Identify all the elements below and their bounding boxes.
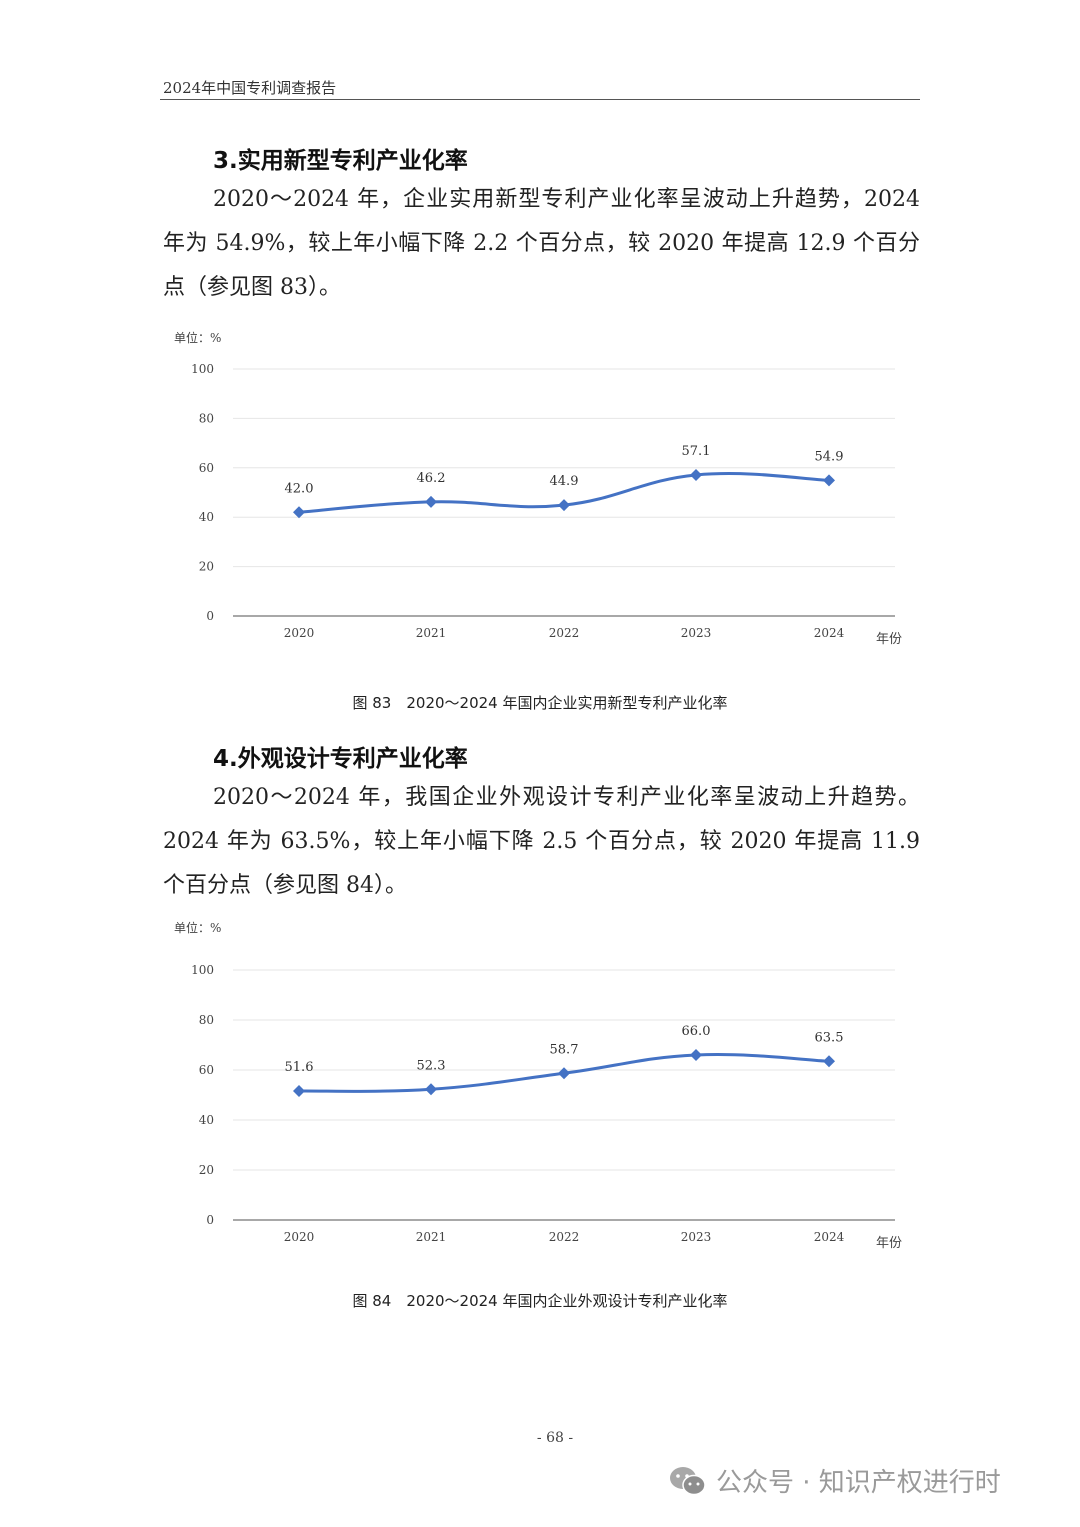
running-header: 2024年中国专利调查报告 xyxy=(163,79,337,97)
chart-83-diamond-marker xyxy=(558,499,570,512)
chart-84-unit-label: 单位：% xyxy=(174,921,222,935)
chart-84-diamond-marker xyxy=(558,1067,570,1080)
chart-84-data-label: 52.3 xyxy=(417,1058,446,1073)
figure-84-caption: 图 84 2020～2024 年国内企业外观设计专利产业化率 xyxy=(352,1292,728,1310)
watermark: 公众号 · 知识产权进行时 xyxy=(668,1462,1001,1499)
section-4-paragraph: 2020～2024 年，我国企业外观设计专利产业化率呈波动上升趋势。2024 年… xyxy=(163,785,920,898)
chart-84-x-tick: 2021 xyxy=(416,1230,447,1244)
chart-84-x-tick: 2020 xyxy=(284,1230,315,1244)
chart-84-y-tick: 80 xyxy=(199,1013,214,1027)
chart-83-diamond-marker xyxy=(690,468,702,481)
chart-83-data-label: 46.2 xyxy=(417,471,446,486)
chart-84-data-label: 51.6 xyxy=(285,1060,314,1075)
chart-83-x-axis-label: 年份 xyxy=(876,632,902,647)
chart-84-diamond-marker xyxy=(293,1085,305,1097)
chart-83-y-tick: 20 xyxy=(199,560,214,574)
chart-84-y-tick: 20 xyxy=(199,1163,214,1177)
chart-83-data-label: 57.1 xyxy=(682,444,711,459)
chart-83-x-tick: 2022 xyxy=(549,626,580,640)
chart-84-x-tick: 2024 xyxy=(814,1230,845,1244)
section-3-heading: 3.实用新型专利产业化率 xyxy=(213,148,468,174)
chart-83-y-tick: 100 xyxy=(191,362,214,376)
chart-84-x-tick: 2022 xyxy=(549,1230,580,1244)
chart-84-x-axis-label: 年份 xyxy=(876,1236,902,1251)
chart-84-y-tick: 0 xyxy=(206,1213,214,1227)
chart-84-diamond-marker xyxy=(823,1055,835,1068)
chart-83-x-tick: 2020 xyxy=(284,626,315,640)
chart-83-y-tick: 0 xyxy=(206,609,214,623)
watermark-text: 公众号 · 知识产权进行时 xyxy=(716,1468,1001,1498)
chart-84-diamond-marker xyxy=(690,1049,702,1061)
chart-84-line-chart: 0 20 40 60 80 100 2020 2021 2022 2023 2024 年份 51.6 52… xyxy=(191,963,902,1251)
page-number: - 68 - xyxy=(536,1430,574,1446)
chart-84-diamond-marker xyxy=(425,1083,437,1096)
chart-83-y-tick: 80 xyxy=(199,411,214,425)
chart-83-data-label: 44.9 xyxy=(550,474,579,489)
figure-83-caption: 图 83 2020～2024 年国内企业实用新型专利产业化率 xyxy=(352,694,728,712)
chart-83-data-label: 54.9 xyxy=(815,449,844,464)
chart-84-data-label: 58.7 xyxy=(550,1042,579,1057)
chart-83-data-label: 42.0 xyxy=(285,481,314,496)
chart-83-diamond-marker xyxy=(823,474,835,487)
chart-84-y-tick: 60 xyxy=(199,1063,214,1077)
chart-84-y-tick: 100 xyxy=(191,963,214,977)
section-4-heading: 4.外观设计专利产业化率 xyxy=(213,746,468,772)
wechat-icon xyxy=(670,1466,706,1495)
chart-83-line-chart: 0 20 40 60 80 100 2020 2021 2022 2023 2024 年份 42.0 46… xyxy=(191,362,902,647)
chart-83-x-tick: 2023 xyxy=(681,626,712,640)
header-rule xyxy=(160,99,920,100)
chart-83-x-tick: 2024 xyxy=(814,626,845,640)
chart-83-diamond-marker xyxy=(293,506,305,519)
chart-83-x-tick: 2021 xyxy=(416,626,447,640)
chart-84-x-tick: 2023 xyxy=(681,1230,712,1244)
chart-83-y-tick: 40 xyxy=(199,510,214,524)
section-3-paragraph: 2020～2024 年，企业实用新型专利产业化率呈波动上升趋势，2024 年为 … xyxy=(163,187,920,300)
chart-84-data-label: 66.0 xyxy=(682,1024,711,1039)
chart-84-data-label: 63.5 xyxy=(815,1030,844,1045)
chart-83-diamond-marker xyxy=(425,495,437,508)
chart-83-y-tick: 60 xyxy=(199,461,214,475)
chart-84-y-tick: 40 xyxy=(199,1113,214,1127)
chart-83-unit-label: 单位：% xyxy=(174,331,222,345)
